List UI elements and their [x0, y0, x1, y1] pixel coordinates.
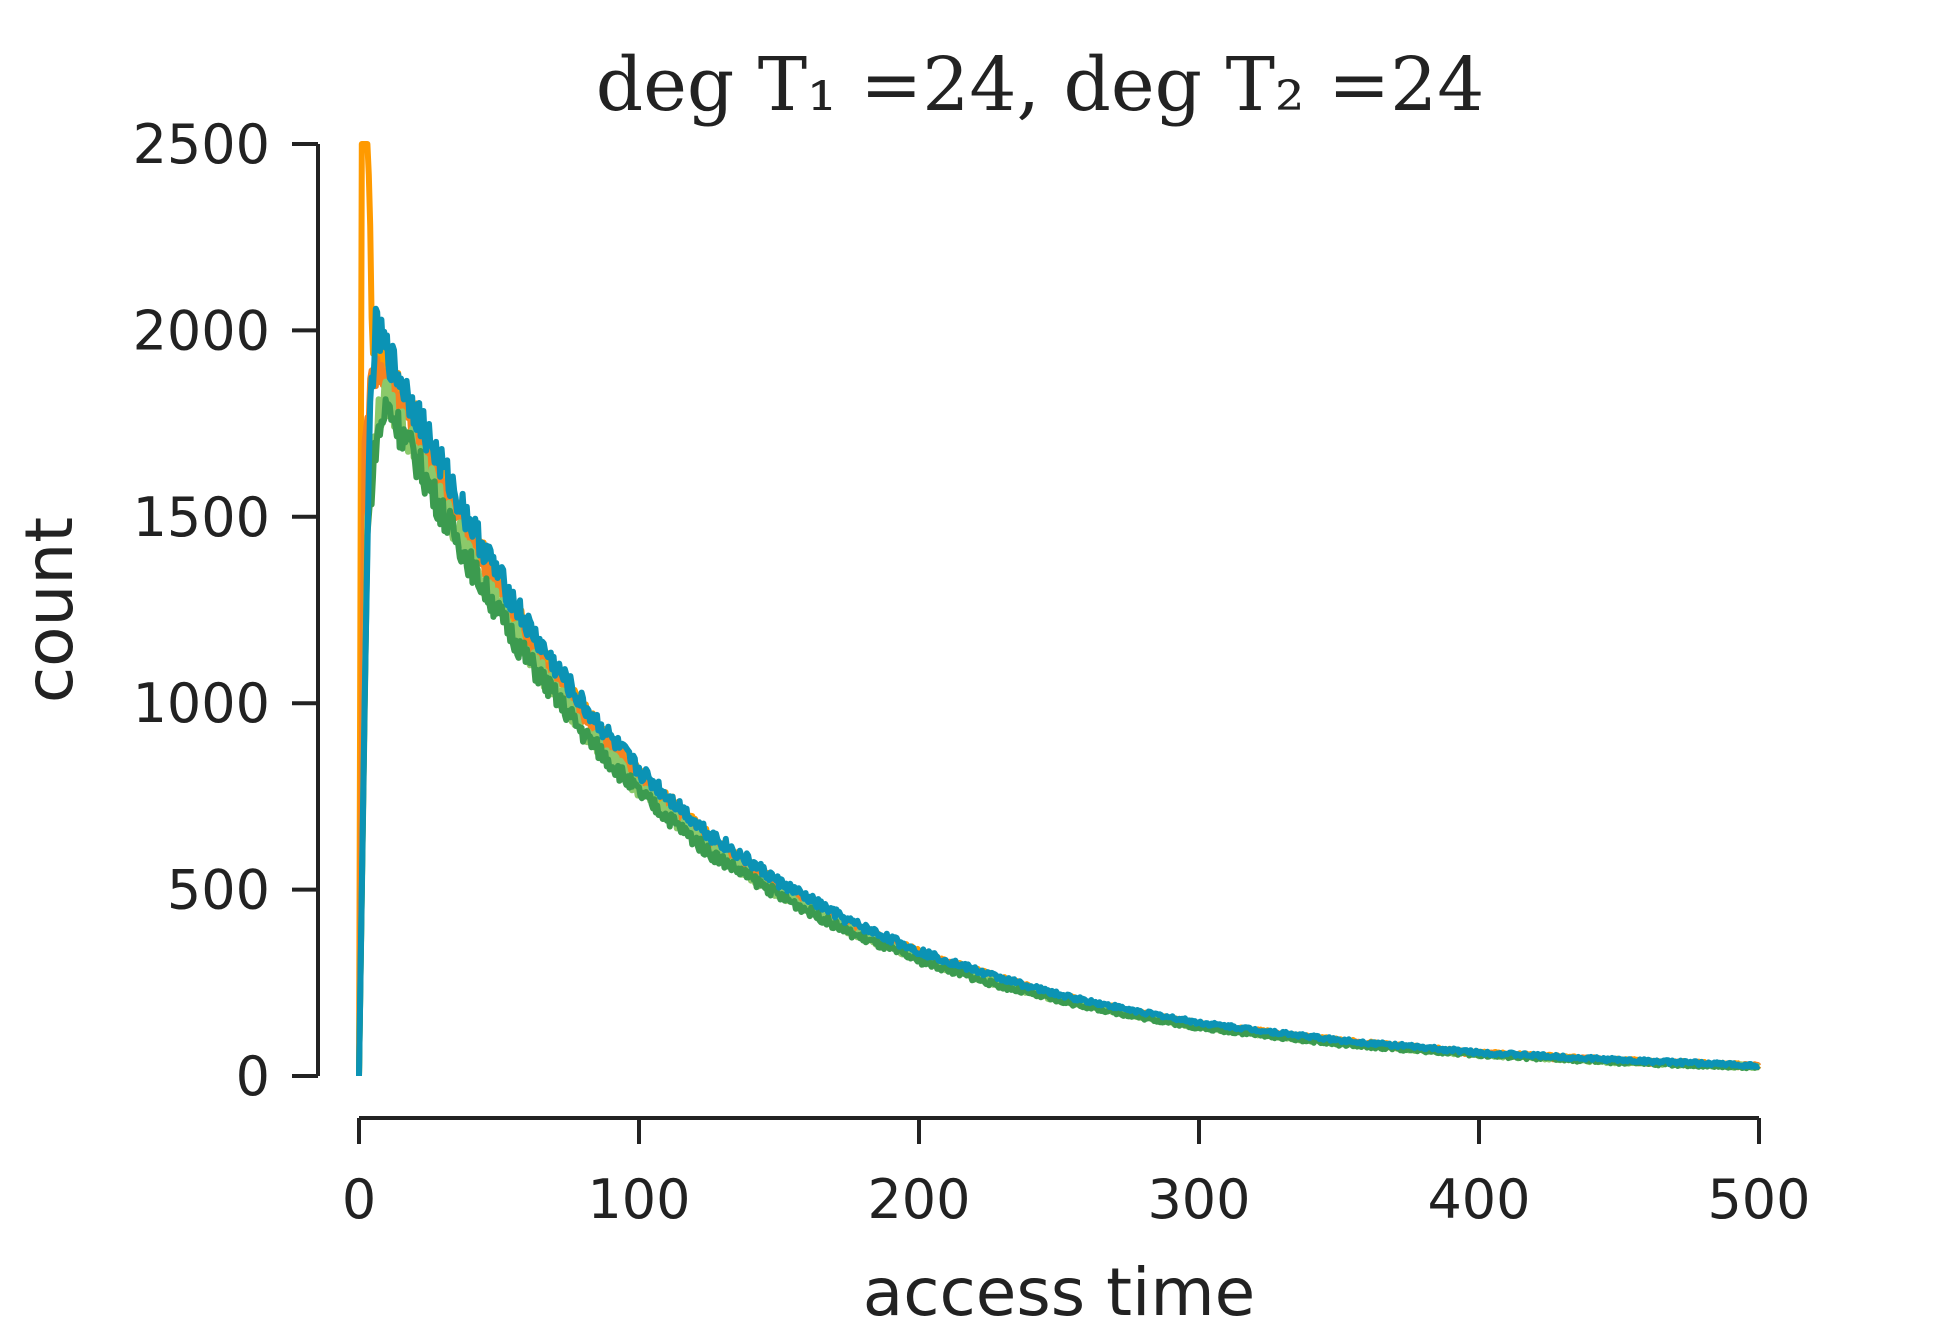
x-ticks: 0 100 200 300 400 500 [342, 1118, 1811, 1231]
y-axis-label: count [11, 517, 88, 703]
series-line [356, 141, 1762, 1077]
series-line [356, 396, 1761, 1077]
x-tick-label: 200 [867, 1168, 970, 1231]
series-line [356, 305, 1761, 1077]
y-tick-label: 2500 [133, 113, 270, 176]
x-tick-label: 0 [342, 1168, 376, 1231]
y-tick-label: 500 [167, 859, 270, 922]
series-group [356, 141, 1762, 1077]
x-tick-label: 400 [1427, 1168, 1530, 1231]
x-tick-label: 500 [1707, 1168, 1810, 1231]
y-tick-label: 0 [236, 1045, 270, 1108]
series-line [356, 378, 1761, 1077]
x-axis-label: access time [863, 1254, 1256, 1331]
y-tick-label: 2000 [133, 299, 270, 362]
y-tick-label: 1500 [133, 486, 270, 549]
y-ticks: 0 500 1000 1500 2000 2500 [133, 113, 318, 1108]
y-tick-label: 1000 [133, 672, 270, 735]
chart-title: deg T₁ =24, deg T₂ =24 [596, 42, 1485, 128]
x-tick-label: 300 [1147, 1168, 1250, 1231]
x-tick-label: 100 [587, 1168, 690, 1231]
